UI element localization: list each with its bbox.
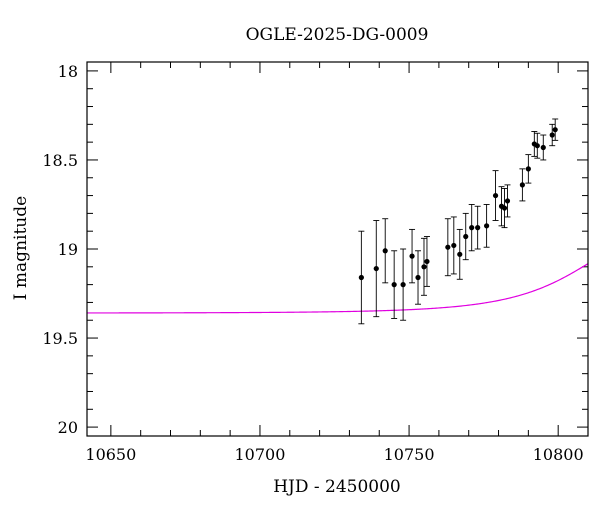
data-point: [415, 250, 422, 305]
model-curve: [87, 263, 588, 314]
model-curve-layer: [87, 263, 588, 314]
x-axis-label: HJD - 2450000: [273, 477, 401, 497]
data-point: [468, 204, 475, 252]
data-point: [450, 216, 457, 275]
data-point: [400, 248, 407, 321]
data-point-marker: [534, 143, 540, 149]
y-tick-label: 19.5: [42, 329, 78, 348]
x-tick-label: 10750: [384, 445, 435, 464]
data-point: [474, 205, 481, 250]
data-point: [420, 237, 427, 296]
data-point: [492, 170, 499, 221]
data-point-marker: [549, 132, 555, 138]
data-point: [501, 187, 508, 229]
data-point: [519, 168, 526, 202]
data-point: [358, 230, 365, 325]
data-point-marker: [457, 251, 463, 257]
data-point: [525, 154, 532, 184]
data-point: [549, 123, 556, 147]
y-tick-label: 18.5: [42, 151, 78, 170]
data-point-marker: [519, 182, 525, 188]
data-point: [504, 184, 511, 218]
data-point-marker: [484, 223, 490, 229]
data-point-marker: [421, 264, 427, 270]
data-point-marker: [463, 233, 469, 240]
x-tick-label: 10800: [533, 445, 584, 464]
data-point-marker: [358, 274, 364, 281]
x-tick-label: 10650: [85, 445, 136, 464]
axis-tick-labels: 10650 10700 10750 10800 18 18.5 19 19.5 20: [42, 62, 583, 464]
data-point-marker: [415, 274, 421, 281]
y-tick-label: 20: [58, 418, 78, 437]
data-point: [382, 218, 389, 284]
data-point: [373, 220, 380, 318]
data-point-marker: [475, 225, 481, 231]
data-point-marker: [525, 166, 531, 172]
data-point-marker: [445, 244, 451, 250]
data-point-marker: [492, 192, 499, 199]
data-point-marker: [391, 282, 397, 288]
data-point-marker: [552, 127, 558, 133]
data-point: [483, 204, 490, 248]
data-point-marker: [424, 258, 430, 265]
x-tick-label: 10700: [235, 445, 286, 464]
chart-title: OGLE-2025-DG-0009: [246, 25, 429, 45]
plot-frame: [86, 61, 589, 437]
data-point-marker: [540, 144, 546, 151]
axis-ticks: [87, 62, 589, 436]
data-point: [552, 118, 559, 141]
data-point: [409, 228, 416, 284]
data-point-marker: [409, 253, 415, 259]
data-point: [391, 250, 398, 319]
data-point-marker: [400, 282, 406, 288]
data-point: [462, 212, 469, 261]
data-points-layer: [358, 118, 559, 325]
data-point: [456, 228, 463, 280]
y-tick-label: 18: [58, 62, 78, 81]
data-point: [534, 132, 541, 159]
data-point-marker: [373, 265, 379, 272]
data-point: [540, 134, 547, 161]
data-point: [423, 236, 430, 287]
data-point-marker: [504, 198, 511, 204]
data-point-marker: [469, 225, 475, 231]
data-point-marker: [451, 242, 457, 249]
data-point: [444, 218, 451, 277]
data-point-marker: [501, 205, 508, 211]
y-tick-label: 19: [58, 240, 78, 259]
y-axis-label: I magnitude: [11, 196, 31, 300]
data-point-marker: [382, 248, 388, 254]
